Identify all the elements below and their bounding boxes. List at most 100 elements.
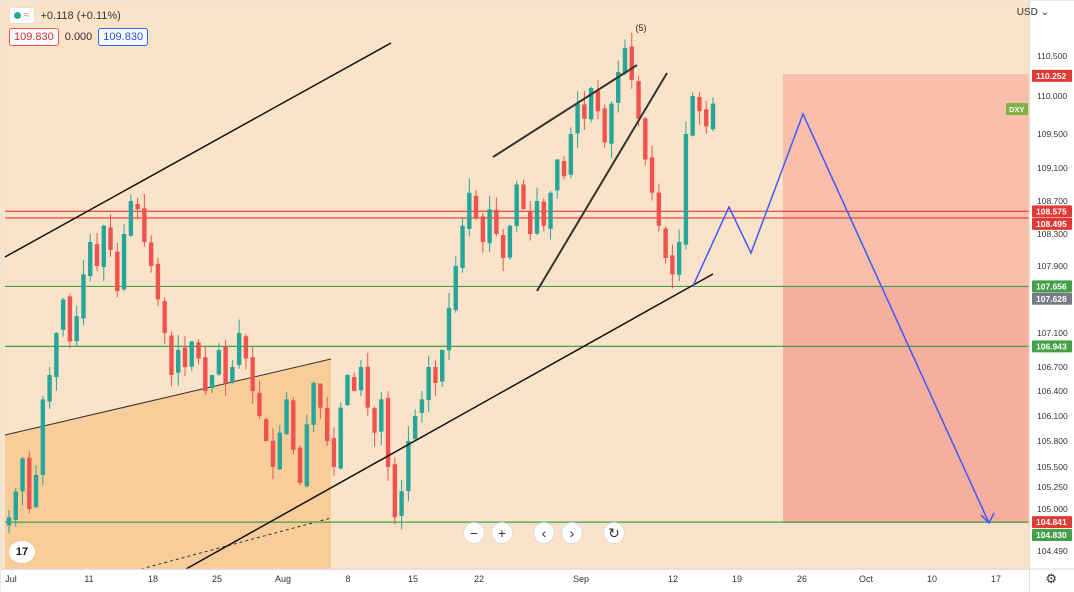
y-tick-label: 110.500 [1037,51,1067,61]
candle-body [487,209,492,244]
candle-body [176,350,181,373]
price-label-tag [1032,516,1072,529]
symbol-legend: ≈ +0.118 (+0.11%) [9,7,121,24]
candle-body [311,383,316,425]
candle-body [142,208,147,242]
legend-status-icons[interactable]: ≈ [9,7,35,24]
candle-body [379,399,384,432]
price-label-tag [1032,292,1072,305]
candle-body [108,227,113,250]
candle-body [548,192,553,229]
y-tick-label: 104.490 [1037,546,1068,556]
candle-body [264,419,269,441]
y-tick-label: 109.100 [1037,163,1068,173]
currency-selector[interactable]: USD ⌄ [1017,7,1049,18]
y-tick-label: 108.300 [1037,229,1068,239]
candle-body [60,299,66,330]
candle-body [148,242,154,266]
x-tick-label: 11 [84,574,93,584]
candle-body [453,266,458,311]
candle-body [128,201,134,236]
market-status-icon [14,12,21,19]
candle-body [47,375,52,402]
zoom-out-button[interactable]: − [463,522,485,544]
candle-body [521,184,526,210]
candle-body [507,225,513,258]
reset-chart-button[interactable]: ↻ [603,522,625,544]
candle-body [372,408,377,433]
candle-body [352,377,357,391]
candle-body [284,399,289,435]
wedge-upper-line [492,64,638,158]
x-tick-label: 15 [408,574,418,584]
candle-body [324,407,330,441]
candle-body [534,201,540,234]
x-tick-label: 25 [212,574,222,584]
candle-body [582,104,587,119]
candle-body [555,159,560,191]
target-zone-lower [783,287,1029,523]
price-label-tag [1032,280,1072,293]
candle-body [230,367,235,383]
candle-body [67,296,73,342]
candle-body [318,383,323,408]
candle-body [216,350,222,375]
projection-arrowhead [980,512,995,525]
x-tick-label: 18 [148,574,158,584]
candle-body [270,440,276,467]
price-label-tag [1032,205,1072,218]
y-tick-label: 106.400 [1037,386,1068,396]
candle-body [392,464,398,518]
y-tick-label: 106.700 [1037,362,1068,372]
candle-body [33,475,39,508]
x-tick-label: Oct [859,574,874,584]
x-tick-label: Jul [5,574,17,584]
projection-path [692,112,990,524]
gear-icon[interactable]: ⚙ [1045,571,1057,586]
candle-body [74,316,79,342]
buy-price-button[interactable]: 109.830 [98,28,149,46]
candle-body [331,438,337,467]
candle-body [20,458,25,492]
y-tick-label: 106.100 [1037,411,1068,421]
zoom-in-button[interactable]: + [491,522,513,544]
candle-body [13,491,18,520]
tradingview-logo[interactable]: 17 [9,541,35,563]
candle-body [541,201,546,226]
chevron-down-icon: ⌄ [1040,7,1049,18]
candle-body [663,228,668,258]
candle-body [182,347,188,367]
price-label-tag [1032,217,1072,230]
channel-upper-line [4,42,392,258]
symbol-tag-text: DXY [1009,105,1024,114]
channel-lower-line [185,273,714,570]
candle-body [697,96,702,112]
candle-body [649,157,655,193]
y-tick-label: 108.700 [1037,196,1068,206]
candle-body [162,301,167,333]
x-tick-label: 19 [732,574,742,584]
candle-body [385,398,391,467]
sell-price-button[interactable]: 109.830 [9,28,59,46]
wave-icon: ≈ [24,10,30,21]
candle-body [365,366,370,408]
candle-body [670,255,675,275]
candle-body [169,335,174,375]
triangle-upper-line [4,358,332,436]
y-tick-label: 107.100 [1037,328,1068,338]
scroll-left-button[interactable]: ‹ [533,522,555,544]
price-label-text: 108.575 [1036,206,1067,216]
candle-body [40,399,46,476]
candle-body [602,108,607,143]
candle-body [223,346,228,383]
scroll-right-button[interactable]: › [561,522,583,544]
candle-body [629,46,634,80]
candle-body [568,134,574,175]
y-tick-label: 105.000 [1037,504,1068,514]
candle-body [460,225,465,269]
candle-body [683,134,689,245]
candle-body [277,432,282,470]
y-tick-label: 110.000 [1037,91,1067,101]
